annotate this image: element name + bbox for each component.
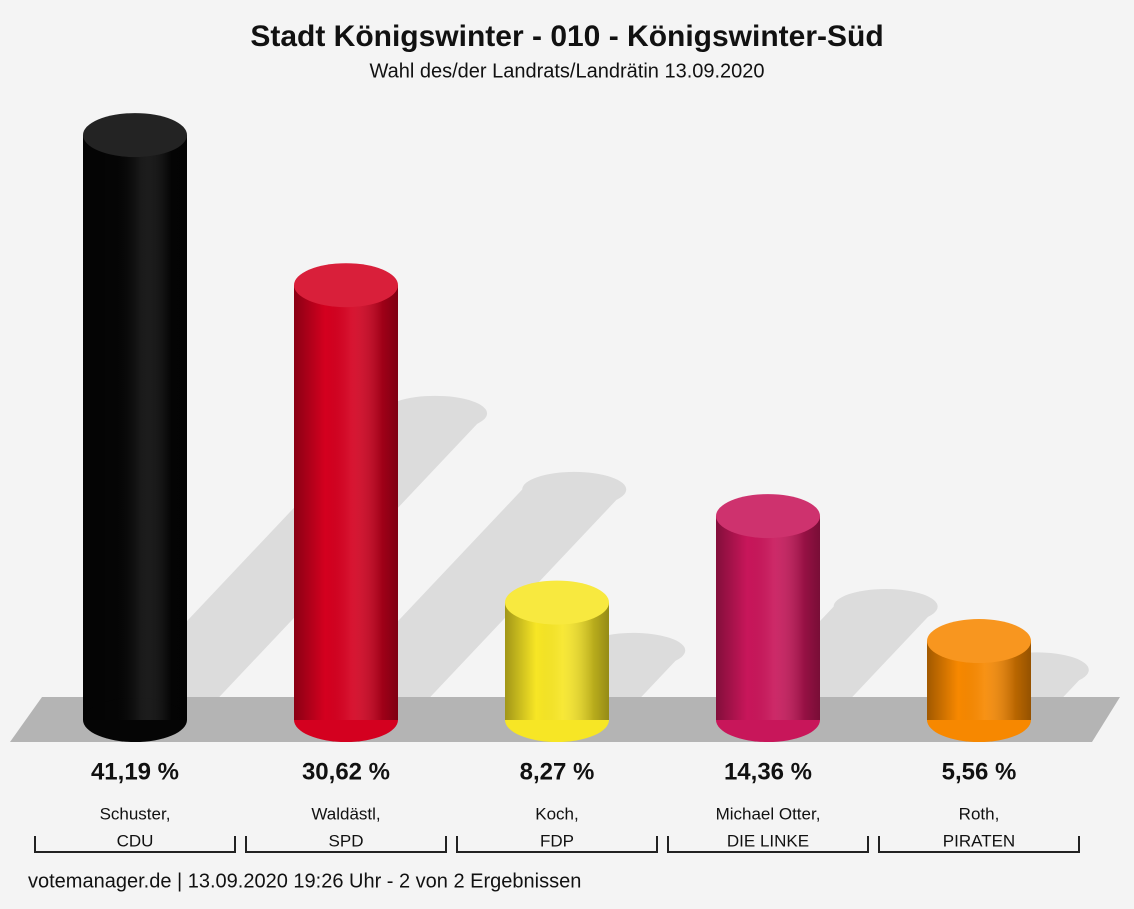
- category-bracket: [878, 836, 1080, 853]
- category-label: Michael Otter,: [716, 804, 821, 823]
- chart-subtitle: Wahl des/der Landrats/Landrätin 13.09.20…: [369, 60, 764, 82]
- category-label: PIRATEN: [943, 831, 1015, 850]
- value-label: 41,19 %: [91, 758, 179, 785]
- value-label: 8,27 %: [520, 758, 595, 785]
- bar-top: [83, 113, 187, 158]
- bar-top: [505, 580, 609, 625]
- category-label: FDP: [540, 831, 574, 850]
- category-label: DIE LINKE: [727, 831, 809, 850]
- bar-top-highlight: [927, 619, 1031, 664]
- value-label: 30,62 %: [302, 758, 390, 785]
- bar: [716, 494, 820, 742]
- category-label: Schuster,: [100, 804, 171, 823]
- bar: [294, 263, 398, 742]
- bar: [927, 619, 1031, 742]
- bar-top-highlight: [716, 494, 820, 539]
- category-label: CDU: [117, 831, 154, 850]
- category-label: Koch,: [535, 804, 578, 823]
- bar: [505, 580, 609, 742]
- category-label: Waldästl,: [311, 804, 380, 823]
- bar-shading: [294, 285, 398, 720]
- bar-top-highlight: [294, 263, 398, 308]
- bar-shadow: [522, 471, 627, 508]
- bar-shading: [83, 135, 187, 721]
- category-label: Roth,: [959, 804, 1000, 823]
- bar-top: [716, 494, 820, 539]
- bar-shadow: [833, 589, 938, 625]
- bar-top-highlight: [83, 113, 187, 158]
- category-label: SPD: [329, 831, 364, 850]
- category-bracket: [34, 836, 236, 853]
- category-bracket: [245, 836, 447, 853]
- bar-shading: [716, 516, 820, 720]
- bar: [83, 113, 187, 742]
- bar-shadow: [383, 395, 488, 432]
- source: votemanager.de | 13.09.2020 19:26 Uhr - …: [28, 870, 581, 892]
- value-label: 5,56 %: [942, 758, 1017, 785]
- bar-top-highlight: [505, 580, 609, 625]
- category-bracket: [667, 836, 869, 853]
- chart-title: Stadt Königswinter - 010 - Königswinter-…: [250, 20, 883, 53]
- bar-top: [294, 263, 398, 308]
- bar-top: [927, 619, 1031, 664]
- category-bracket: [456, 836, 658, 853]
- value-label: 14,36 %: [724, 758, 812, 785]
